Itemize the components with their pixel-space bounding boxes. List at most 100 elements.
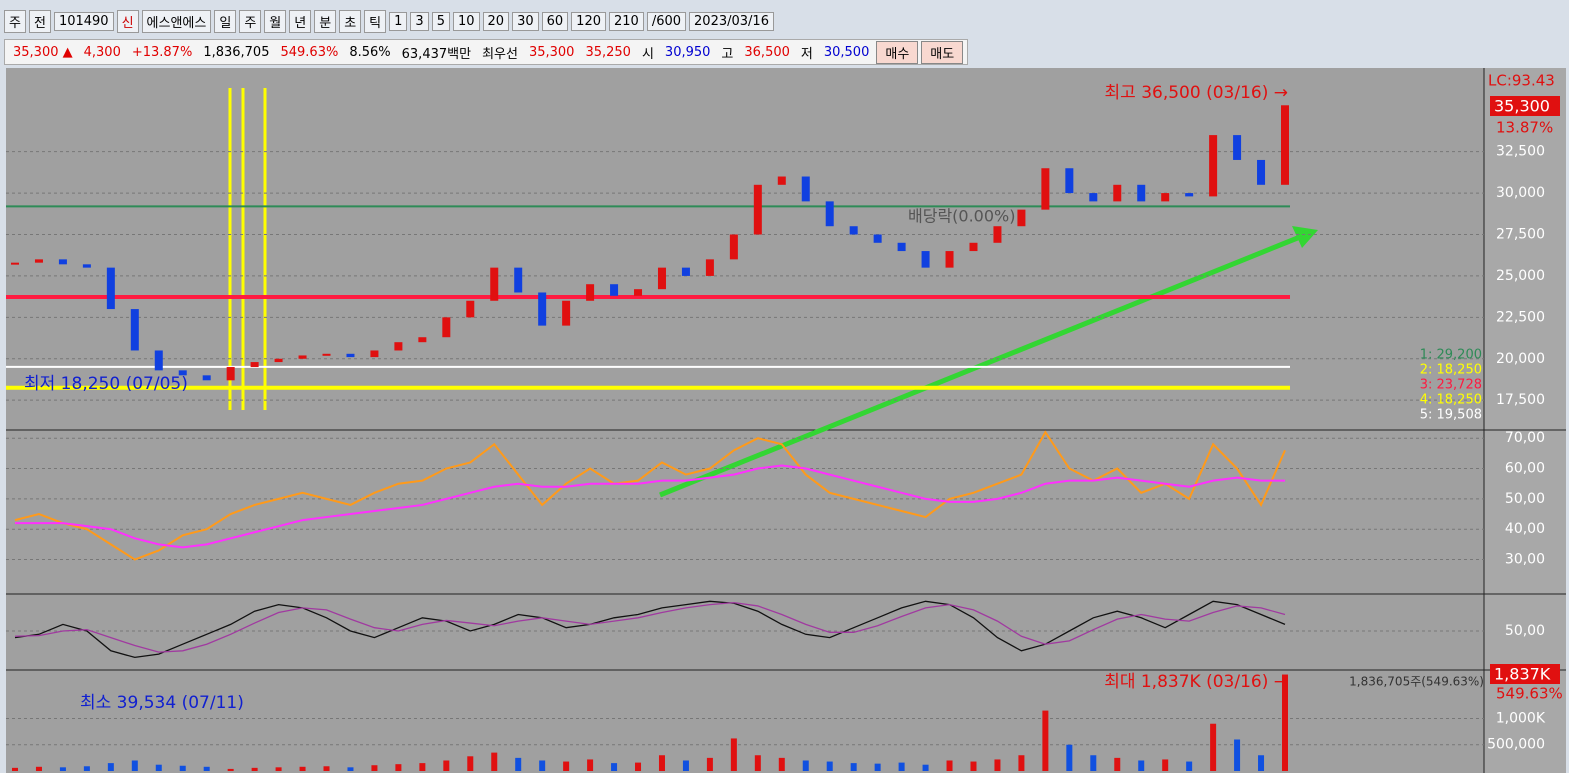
y-tick-label: 25,000 (1496, 268, 1545, 284)
volume-bar (1282, 674, 1288, 771)
toolbar-item[interactable]: 3 (410, 11, 429, 31)
volume-bar (802, 760, 809, 771)
candle (1281, 105, 1289, 185)
indicator-line (14, 600, 1286, 659)
candle (921, 251, 930, 268)
y-tick-label: 27,500 (1496, 227, 1545, 243)
candle (1065, 168, 1074, 194)
toolbar-item[interactable]: 일 (214, 9, 237, 33)
candle (993, 226, 1002, 243)
candle (825, 201, 834, 227)
toolbar-item[interactable]: 주 (4, 9, 26, 33)
volume-bar (778, 757, 785, 771)
toolbar-item[interactable]: 초 (339, 9, 362, 33)
volume-bar (706, 757, 713, 771)
toolbar-item[interactable]: 101490 (53, 11, 114, 31)
quote-item: 시 (641, 46, 654, 62)
candle (82, 264, 91, 268)
y-tick-label: 40,00 (1505, 521, 1545, 537)
candle (681, 267, 690, 276)
toolbar-item[interactable]: 2023/03/16 (689, 11, 774, 31)
toolbar-item[interactable]: 10 (452, 11, 480, 31)
quote-item: 63,437백만 (401, 46, 472, 62)
volume-bar (946, 760, 953, 771)
volume-bar (107, 763, 114, 771)
indicator-line (15, 464, 1285, 549)
volume-bar (59, 767, 66, 771)
toolbar-item[interactable]: 주 (239, 9, 262, 33)
candle (1113, 184, 1122, 202)
toolbar-item[interactable]: 신 (116, 9, 139, 33)
order-button[interactable]: 매수 (876, 40, 919, 64)
toolbar-item[interactable]: 20 (482, 11, 510, 31)
toolbar-item[interactable]: 60 (541, 11, 569, 31)
volume-bar (922, 764, 929, 771)
toolbar-item[interactable]: 분 (314, 9, 337, 33)
candle (322, 353, 331, 356)
volume-bar (491, 752, 498, 771)
candle (226, 367, 235, 381)
volume-box (1490, 664, 1560, 684)
y-tick-label: 70,00 (1505, 430, 1545, 446)
max-volume: 최대 1,837K (03/16) → (1104, 672, 1288, 692)
candle (514, 267, 523, 293)
candle (11, 262, 19, 265)
volume-bar (850, 763, 857, 771)
candle (442, 317, 451, 338)
candle (1089, 193, 1098, 202)
candle (34, 259, 43, 263)
toolbar-item[interactable]: 120 (571, 11, 606, 31)
volume-bar (131, 760, 138, 771)
order-button[interactable]: 매도 (921, 40, 964, 64)
quote-bar: 35,300 ▲ 4,300 +13.87% 1,836,705 549.63% 8.56… (4, 39, 969, 65)
toolbar-item[interactable]: 1 (389, 11, 408, 31)
level-label: 5: 19,508 (1420, 408, 1482, 423)
candle (729, 234, 738, 260)
toolbar-item[interactable]: 210 (609, 11, 644, 31)
volume-bar (347, 767, 354, 771)
candle (1041, 168, 1050, 210)
volume-bar (1162, 759, 1169, 771)
y-tick-label: 22,500 (1496, 309, 1545, 325)
volume-bar (227, 768, 234, 771)
volume-bar (1258, 755, 1265, 771)
candle (849, 226, 858, 235)
volume-bar (587, 759, 594, 771)
volume-total: 1,836,705주(549.63%) (1349, 675, 1484, 689)
volume-bar (1210, 723, 1217, 771)
toolbar-item[interactable]: 30 (512, 11, 539, 31)
lc-label: LC:93.43 (1488, 72, 1555, 90)
toolbar-item[interactable]: 년 (289, 9, 312, 33)
toolbar-item[interactable]: 에스앤에스 (141, 9, 212, 33)
volume-bar (443, 760, 450, 771)
volume-bar (1234, 739, 1241, 771)
level-label: 1: 29,200 (1420, 348, 1482, 363)
toolbar: 주 전 101490 신 에스앤에스 일 주 월 년 분 초 틱 1 3 5 10 20 30 60 120 210/6… (4, 9, 774, 33)
quote-item: 549.63% (280, 44, 339, 60)
toolbar-item[interactable]: 틱 (364, 9, 387, 33)
quote-item: +13.87% (131, 44, 193, 60)
volume-bar (563, 761, 570, 771)
toolbar-item[interactable]: 전 (28, 9, 51, 33)
candle (274, 358, 283, 363)
candle (106, 267, 115, 310)
candle (58, 259, 67, 265)
y-tick-label: 50,00 (1505, 623, 1545, 639)
y-tick-label: 60,00 (1505, 461, 1545, 477)
price-label: 35,300 (1494, 97, 1550, 116)
indicator-line (14, 430, 1286, 561)
toolbar-item[interactable]: /600 (646, 11, 687, 31)
candle (1137, 184, 1146, 202)
quote-item: 30,950 (664, 44, 711, 60)
toolbar-item[interactable]: 월 (264, 9, 287, 33)
candle (394, 342, 403, 351)
volume-bar (611, 763, 618, 771)
volume-bar (12, 767, 18, 771)
volume-bar (635, 762, 642, 771)
volume-bar (1042, 710, 1049, 771)
y-tick-label: 30,00 (1505, 552, 1545, 568)
candle (801, 176, 810, 202)
ex-dividend: 배당락(0.00%) (908, 207, 1015, 226)
toolbar-item[interactable]: 5 (431, 11, 450, 31)
